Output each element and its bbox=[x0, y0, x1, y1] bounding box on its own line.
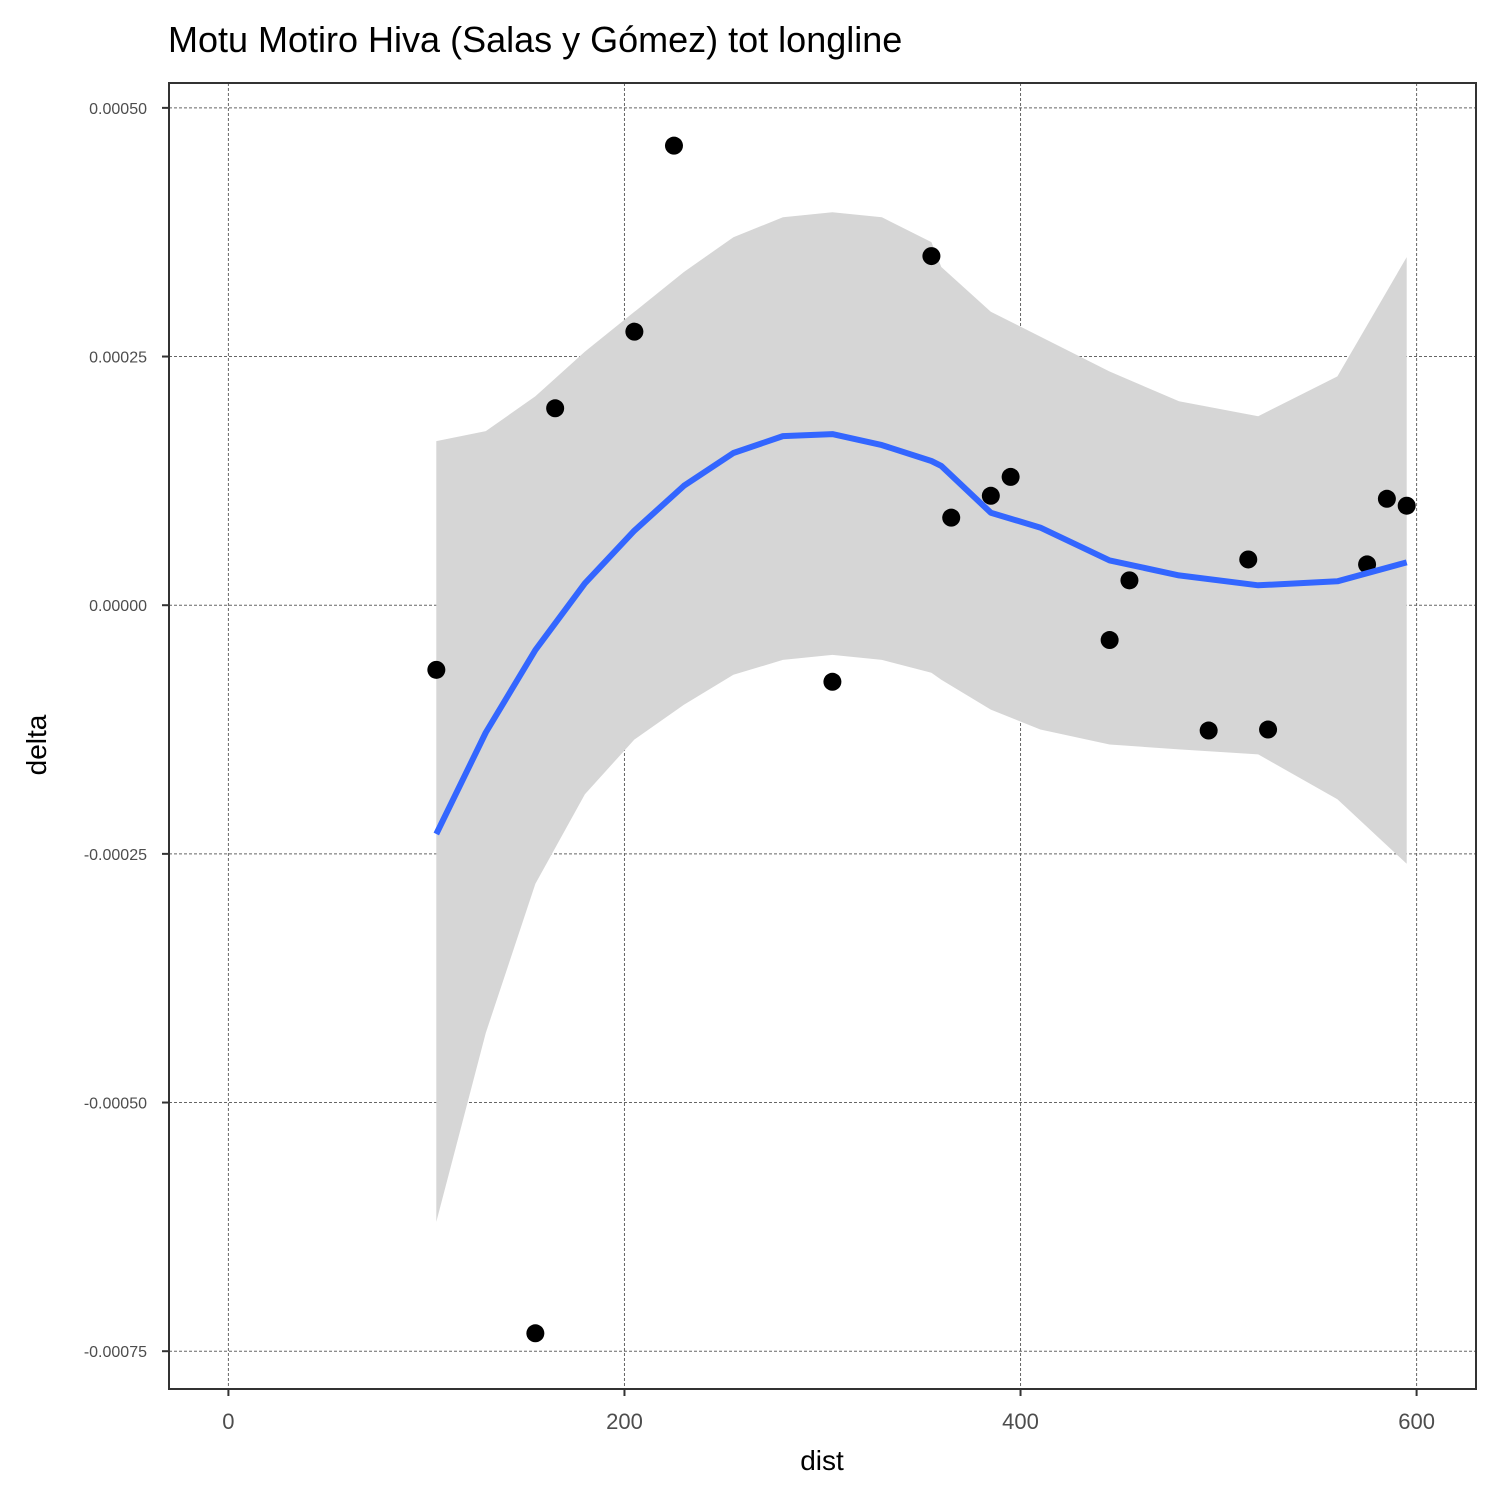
data-point bbox=[1120, 571, 1139, 590]
data-point bbox=[1001, 467, 1020, 486]
chart-title: Motu Motiro Hiva (Salas y Gómez) tot lon… bbox=[168, 19, 902, 60]
data-point bbox=[823, 672, 842, 691]
data-point bbox=[942, 508, 961, 527]
y-tick-label: -0.00050 bbox=[84, 1096, 147, 1113]
data-point bbox=[664, 136, 683, 155]
data-point bbox=[427, 660, 446, 679]
plot-area bbox=[168, 82, 1477, 1390]
data-point bbox=[1100, 631, 1119, 650]
y-tick-label: 0.00025 bbox=[89, 350, 147, 367]
data-point bbox=[981, 486, 1000, 505]
x-tick-label: 200 bbox=[606, 1409, 643, 1434]
x-tick-label: 400 bbox=[1002, 1409, 1039, 1434]
data-point bbox=[922, 247, 941, 266]
panel-border bbox=[168, 82, 1477, 1390]
data-point bbox=[1397, 496, 1416, 515]
y-tick-label: 0.00000 bbox=[89, 598, 147, 615]
y-tick-label: -0.00025 bbox=[84, 847, 147, 864]
y-axis: 0.00050 0.00025 0.00000 -0.00025 -0.00050 -0.… bbox=[84, 101, 169, 1361]
confidence-ribbon bbox=[436, 212, 1407, 1222]
x-axis: 0 200 400 600 bbox=[222, 1389, 1435, 1434]
data-point bbox=[625, 322, 644, 341]
y-tick-label: -0.00075 bbox=[84, 1344, 147, 1361]
x-axis-title: dist bbox=[800, 1445, 844, 1476]
data-point bbox=[1199, 721, 1218, 740]
x-tick-label: 600 bbox=[1398, 1409, 1435, 1434]
data-point bbox=[526, 1324, 545, 1343]
data-point bbox=[1239, 550, 1258, 569]
data-point bbox=[1259, 720, 1278, 739]
y-tick-label: 0.00050 bbox=[89, 101, 147, 118]
x-tick-label: 0 bbox=[222, 1409, 234, 1434]
y-axis-title: delta bbox=[21, 714, 52, 775]
data-point bbox=[546, 399, 565, 418]
smooth-line bbox=[433, 431, 1408, 836]
data-point bbox=[1377, 489, 1396, 508]
